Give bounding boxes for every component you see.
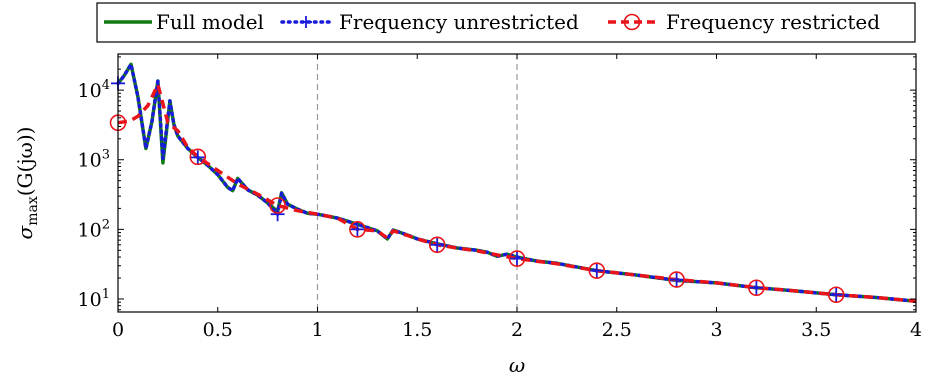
- x-tick-label: 4: [910, 319, 922, 341]
- legend-box: [96, 2, 916, 43]
- y-tick-label: 103: [78, 148, 110, 172]
- marker-circle: [827, 286, 845, 304]
- x-axis: 0 0.5 1 1.5 2 2.5 3 3.5 4: [112, 54, 922, 341]
- legend-entry-full-model: Full model: [104, 10, 264, 34]
- marker-circle: [349, 221, 366, 238]
- marker-plus: [430, 237, 445, 252]
- plot-area: [109, 53, 918, 313]
- marker-plus: [589, 263, 604, 278]
- marker-circle: [189, 148, 207, 166]
- x-axis-title: ω: [509, 353, 525, 377]
- x-tick-label: 2.5: [602, 319, 632, 341]
- marker-circle: [668, 271, 685, 288]
- x-tick-label: 2: [511, 319, 523, 341]
- x-tick-label: 1.5: [402, 319, 432, 341]
- y-axis-title-sigma: σ: [13, 224, 37, 239]
- marker-circle: [508, 250, 526, 267]
- marker-circle: [748, 279, 765, 297]
- legend: Full model Frequency unrestricted Freque…: [96, 2, 916, 43]
- reference-lines: [316, 54, 518, 312]
- legend-label-frequency-restricted: Frequency restricted: [666, 10, 880, 34]
- marker-plus: [510, 251, 524, 266]
- y-axis-title-rest: (G(jω)): [13, 127, 37, 197]
- y-axis: 101 102 103 104: [78, 56, 916, 311]
- marker-plus: [350, 222, 365, 237]
- y-tick-label: 101: [78, 287, 110, 311]
- svg-text:σmax(G(jω)): σmax(G(jω)): [13, 127, 41, 240]
- marker-plus: [669, 272, 684, 287]
- marker-plus: [749, 280, 764, 295]
- marker-circle: [588, 262, 606, 279]
- marker-circle: [269, 197, 286, 214]
- legend-entry-frequency-unrestricted: Frequency unrestricted: [280, 10, 579, 34]
- y-tick-label: 104: [78, 78, 110, 102]
- legend-label-full-model: Full model: [156, 10, 264, 34]
- y-axis-title: σmax(G(jω)): [13, 127, 41, 240]
- legend-label-frequency-unrestricted: Frequency unrestricted: [339, 10, 579, 34]
- x-tick-label: 0.5: [203, 319, 233, 341]
- y-tick-label: 102: [78, 217, 110, 241]
- x-tick-label: 3.5: [801, 319, 831, 341]
- marker-plus: [829, 287, 844, 302]
- legend-marker-plus: [300, 16, 312, 28]
- x-tick-label: 0: [112, 319, 124, 341]
- marker-plus: [190, 150, 205, 165]
- legend-marker-circle: [623, 13, 641, 31]
- legend-entry-frequency-restricted: Frequency restricted: [608, 10, 880, 34]
- y-axis-title-subscript: max: [25, 196, 41, 226]
- marker-circle: [428, 236, 446, 254]
- marker-plus: [270, 207, 285, 222]
- x-tick-label: 1: [311, 319, 323, 341]
- x-tick-label: 3: [710, 319, 722, 341]
